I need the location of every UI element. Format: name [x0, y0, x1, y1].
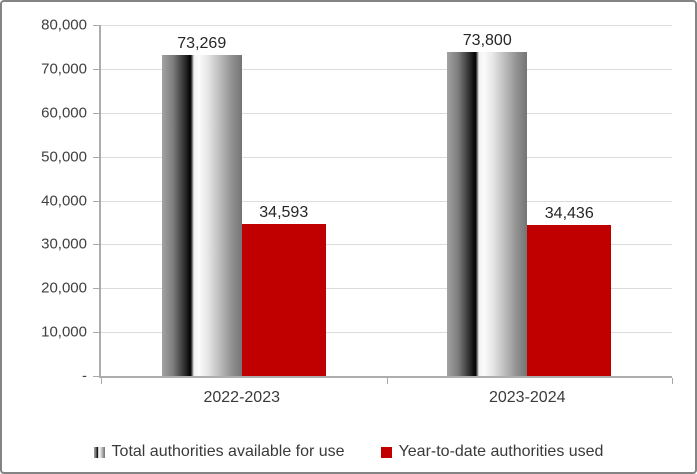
y-tick-label: 50,000: [41, 148, 87, 166]
legend-label: Total authorities available for use: [111, 443, 345, 460]
gridline: [101, 200, 672, 202]
y-axis-tick: [93, 68, 101, 70]
legend-item-total-available: Total authorities available for use: [93, 443, 345, 461]
data-label-total-2023-2024: 73,800: [462, 32, 512, 50]
gridline: [101, 332, 672, 334]
y-tick-label: 60,000: [41, 104, 87, 122]
bar-total-available-2022-2023: 73,269: [161, 35, 242, 376]
y-axis-tick: [93, 332, 101, 334]
plot-area: 73,269 34,593 73,800 34,436: [93, 25, 673, 384]
y-axis-tick: [93, 376, 101, 377]
gridline: [101, 156, 672, 158]
gridline: [101, 25, 672, 26]
y-tick-label: -: [82, 367, 87, 385]
y-tick-label: 10,000: [41, 323, 87, 341]
x-axis-tick: [101, 378, 102, 384]
x-category-label: 2022-2023: [203, 389, 280, 406]
x-axis-tick: [672, 378, 673, 384]
y-tick-label: 40,000: [41, 192, 87, 209]
y-tick-label: 70,000: [41, 60, 87, 78]
y-axis-tick: [93, 200, 101, 202]
y-tick-label: 30,000: [41, 235, 87, 253]
y-axis-tick: [93, 244, 101, 246]
gridline: [101, 68, 672, 70]
data-label-used-2022-2023: 34,593: [259, 204, 309, 222]
y-axis-tick: [93, 156, 101, 158]
gridline: [101, 244, 672, 246]
gray-gradient-swatch-icon: [93, 446, 105, 458]
y-axis-tick: [93, 112, 101, 114]
y-axis-labels: 80,000 70,000 60,000 50,000 40,000 30,00…: [2, 17, 87, 385]
legend-item-ytd-used: Year-to-date authorities used: [380, 443, 604, 461]
gridline: [101, 288, 672, 290]
y-tick-label: 20,000: [41, 279, 87, 297]
bar-total-available-2023-2024: 73,800: [447, 32, 528, 376]
data-label-used-2023-2024: 34,436: [544, 204, 594, 222]
x-axis-labels: 2022-2023 2023-2024: [99, 389, 670, 407]
legend: Total authorities available for use Year…: [2, 443, 695, 461]
y-axis-tick: [93, 25, 101, 26]
red-swatch-icon: [380, 446, 392, 458]
x-axis-tick: [386, 378, 388, 384]
bar-ytd-used-2022-2023: 34,593: [241, 204, 326, 376]
y-axis-tick: [93, 288, 101, 290]
data-label-total-2022-2023: 73,269: [177, 34, 227, 52]
bar-group-2023-2024: 73,800 34,436: [387, 25, 673, 376]
x-category-label: 2023-2024: [488, 389, 566, 406]
y-tick-label: 80,000: [41, 16, 87, 34]
bar-group-2022-2023: 73,269 34,593: [101, 25, 387, 376]
bar-ytd-used-2023-2024: 34,436: [527, 205, 612, 376]
gridline: [101, 112, 672, 114]
legend-label: Year-to-date authorities used: [398, 443, 604, 460]
